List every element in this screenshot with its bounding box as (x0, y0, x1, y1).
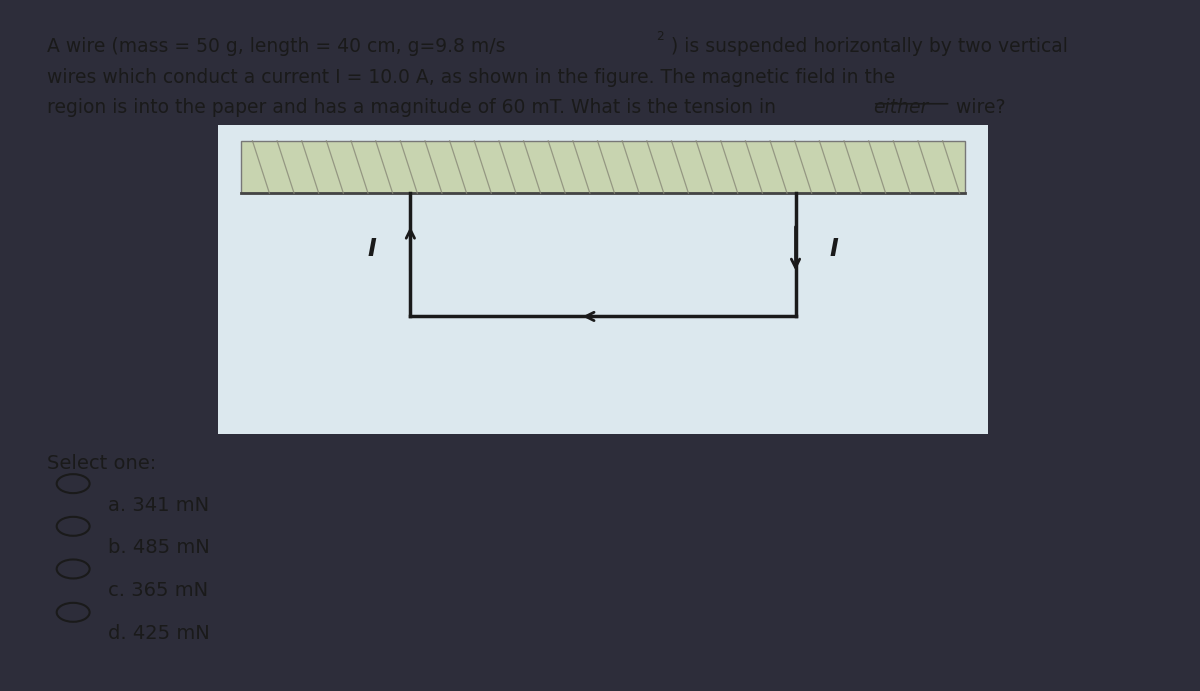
Bar (241, 141, 965, 193)
Text: d. 425 mN: d. 425 mN (108, 625, 210, 643)
Bar (218, 126, 988, 433)
Text: ) is suspended horizontally by two vertical: ) is suspended horizontally by two verti… (671, 37, 1068, 57)
Text: c. 365 mN: c. 365 mN (108, 581, 209, 600)
Text: wires which conduct a current I = 10.0 A, as shown in the figure. The magnetic f: wires which conduct a current I = 10.0 A… (47, 68, 895, 87)
Text: wire?: wire? (950, 98, 1006, 117)
Text: 2: 2 (656, 30, 664, 43)
Text: I: I (829, 236, 839, 261)
Text: A wire (mass = 50 g, length = 40 cm, g=9.8 m/s: A wire (mass = 50 g, length = 40 cm, g=9… (47, 37, 505, 57)
Text: a. 341 mN: a. 341 mN (108, 496, 210, 515)
Text: b. 485 mN: b. 485 mN (108, 538, 210, 558)
Text: region is into the paper and has a magnitude of 60 mT. What is the tension in: region is into the paper and has a magni… (47, 98, 782, 117)
Text: either: either (872, 98, 928, 117)
Text: Select one:: Select one: (47, 454, 156, 473)
Text: I: I (367, 236, 377, 261)
